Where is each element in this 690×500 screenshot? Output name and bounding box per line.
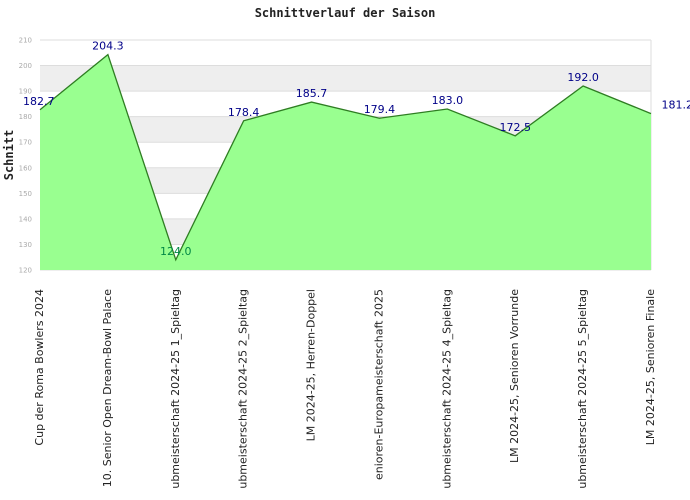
x-tick-label: LM 2024-25, Herren-Doppel bbox=[305, 289, 318, 441]
y-axis-label: Schnitt bbox=[2, 130, 16, 181]
y-tick-label: 130 bbox=[19, 241, 32, 249]
y-tick-label: 190 bbox=[19, 88, 32, 96]
data-label: 183.0 bbox=[432, 94, 464, 107]
x-tick-label: ubmeisterschaft 2024-25 1_Spieltag bbox=[169, 289, 182, 489]
y-tick-label: 120 bbox=[19, 267, 32, 275]
y-tick-label: 170 bbox=[19, 139, 32, 147]
data-label: 124.0 bbox=[160, 245, 192, 258]
x-tick-label: ubmeisterschaft 2024-25 5_Spieltag bbox=[576, 289, 589, 489]
data-labels: 182.7 204.3 124.0 178.4 185.7 179.4 183.0 172.5… bbox=[23, 40, 690, 258]
y-axis-ticks: 120 130 140 150 160 170 180 190 200 210 bbox=[19, 37, 32, 275]
y-tick-label: 200 bbox=[19, 62, 32, 70]
data-label: 192.0 bbox=[567, 71, 599, 84]
series-line bbox=[39, 53, 652, 262]
data-label: 182.7 bbox=[23, 95, 55, 108]
x-tick-label: ubmeisterschaft 2024-25 4_Spieltag bbox=[440, 289, 453, 489]
x-tick-label: ubmeisterschaft 2024-25 2_Spieltag bbox=[237, 289, 250, 489]
grid-band bbox=[40, 65, 651, 92]
data-label: 178.4 bbox=[228, 106, 260, 119]
x-tick-label: LM 2024-25, Senioren Finale bbox=[644, 289, 657, 445]
data-label: 172.5 bbox=[499, 121, 531, 134]
series-area bbox=[39, 53, 652, 270]
data-label: 181.2 bbox=[662, 99, 690, 112]
y-tick-label: 210 bbox=[19, 37, 32, 45]
data-label: 204.3 bbox=[92, 40, 124, 53]
x-tick-label: 10. Senior Open Dream-Bowl Palace bbox=[101, 289, 114, 487]
y-tick-label: 180 bbox=[19, 113, 32, 121]
grid-band bbox=[40, 40, 651, 66]
series-fill bbox=[40, 54, 651, 270]
x-axis-ticks: Cup der Roma Bowlers 2024 10. Senior Open… bbox=[33, 289, 657, 489]
x-tick-label: LM 2024-25, Senioren Vorrunde bbox=[508, 289, 521, 463]
y-tick-label: 150 bbox=[19, 190, 32, 198]
x-tick-label: Cup der Roma Bowlers 2024 bbox=[33, 289, 46, 446]
x-tick-label: enioren-Europameisterschaft 2025 bbox=[372, 289, 385, 480]
data-label: 179.4 bbox=[364, 103, 396, 116]
data-label: 185.7 bbox=[296, 87, 328, 100]
y-tick-label: 160 bbox=[19, 164, 32, 172]
chart-title: Schnittverlauf der Saison bbox=[255, 6, 436, 20]
y-tick-label: 140 bbox=[19, 215, 32, 223]
